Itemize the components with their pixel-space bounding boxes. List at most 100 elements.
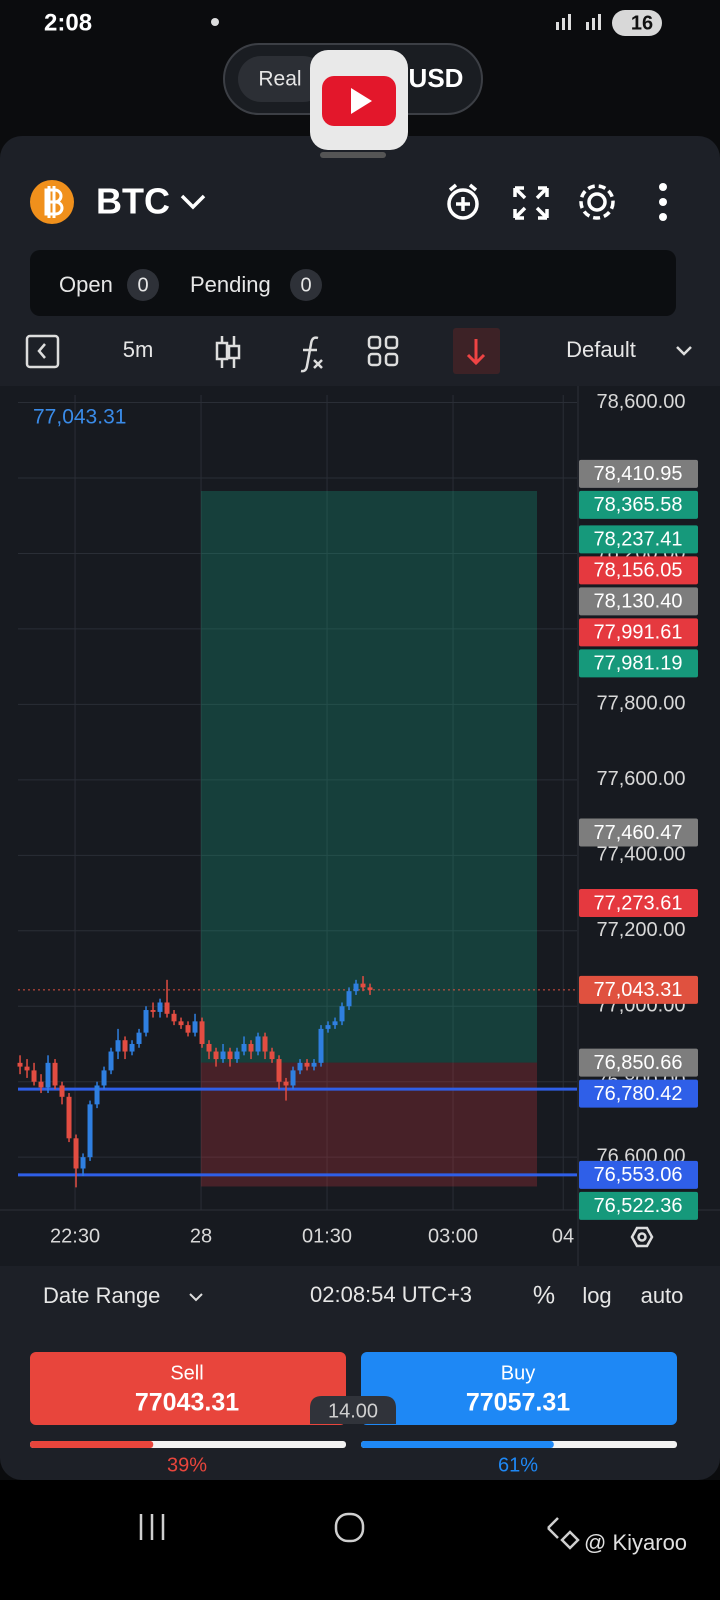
- candle-body: [192, 1021, 198, 1033]
- candle-body: [185, 1025, 191, 1033]
- sell-button[interactable]: [30, 1352, 346, 1425]
- candle-body: [115, 1040, 121, 1052]
- price-tag: [579, 889, 698, 918]
- sell-price: 77043.31: [135, 1389, 239, 1417]
- candle-body: [360, 983, 366, 988]
- clock: 02:08:54 UTC+3: [310, 1282, 472, 1307]
- orders-box: [30, 250, 676, 316]
- candle-body: [38, 1081, 44, 1088]
- interval[interactable]: 5m: [123, 337, 154, 362]
- price-tag: [579, 975, 698, 1004]
- price-tag: [579, 1191, 698, 1220]
- candle-body: [318, 1028, 324, 1063]
- price-tag: [579, 1079, 698, 1108]
- nav-buttons[interactable]: [139, 1512, 580, 1550]
- menu-dots[interactable]: [659, 183, 667, 221]
- symbol[interactable]: BTC: [96, 181, 170, 222]
- spread-badge: [310, 1396, 396, 1424]
- candle-body: [367, 987, 373, 990]
- log-toggle[interactable]: log: [582, 1283, 611, 1308]
- x-tick-label: 22:30: [50, 1225, 100, 1247]
- y-tick-label: 77,600.00: [597, 768, 686, 790]
- candle-body: [199, 1021, 205, 1044]
- price-tag: [579, 490, 698, 519]
- candle-body: [283, 1081, 289, 1086]
- price-tag: [579, 618, 698, 647]
- symbol-chevron[interactable]: [180, 194, 206, 210]
- x-tick-label: 03:00: [428, 1225, 478, 1247]
- price-tag-label: 76,780.42: [594, 1083, 683, 1105]
- candle-body: [122, 1040, 128, 1052]
- candle-body: [108, 1051, 114, 1071]
- buy-label: Buy: [501, 1362, 535, 1384]
- price-axis: 78,600.0078,400.0078,200.0078,000.0077,8…: [50, 391, 698, 1247]
- price-tag: [579, 1048, 698, 1077]
- price-tag-label: 78,237.41: [594, 529, 683, 551]
- buy-price: 77057.31: [466, 1389, 570, 1417]
- spread: 14.00: [328, 1400, 378, 1422]
- candle-body: [101, 1070, 107, 1086]
- candle-body: [31, 1070, 37, 1082]
- candle-body: [325, 1025, 331, 1029]
- toolbar-icons[interactable]: [25, 334, 692, 373]
- open-label[interactable]: Open: [59, 272, 113, 297]
- take-profit-zone: [201, 490, 537, 1063]
- price-tag: [579, 587, 698, 616]
- status-time: 2:08: [44, 9, 92, 36]
- x-tick-label: 04: [552, 1225, 574, 1247]
- candle-body: [290, 1070, 296, 1086]
- candle-body: [178, 1021, 184, 1026]
- badge: [290, 269, 322, 301]
- date-range[interactable]: Date Range: [43, 1283, 160, 1308]
- chart-layout[interactable]: Default: [566, 337, 636, 362]
- candle-body: [227, 1051, 233, 1060]
- youtube-bubble[interactable]: [310, 50, 408, 158]
- candle-body: [157, 1002, 163, 1012]
- chart-settings[interactable]: [630, 1226, 654, 1248]
- y-tick-label: 77,200.00: [597, 919, 686, 941]
- candle-body: [311, 1062, 317, 1067]
- candle-body: [297, 1062, 303, 1071]
- pending-count: 0: [300, 274, 311, 296]
- candle-body: [150, 1010, 156, 1012]
- candle-body: [234, 1051, 240, 1060]
- price-tag-label: 77,991.61: [594, 622, 683, 644]
- plot: [17, 976, 577, 1188]
- auto-toggle[interactable]: auto: [641, 1283, 684, 1308]
- price-tag-label: 76,522.36: [594, 1195, 683, 1217]
- candle-body: [248, 1043, 254, 1052]
- crosshair-label: 77,043.31: [33, 406, 126, 429]
- watermark: @ Kiyaroo: [584, 1530, 687, 1555]
- buy-button[interactable]: [361, 1352, 677, 1425]
- candle-body: [171, 1013, 177, 1022]
- price-tag-label: 77,273.61: [594, 892, 683, 914]
- chart-settings-dot: [637, 1232, 647, 1242]
- price-tag: [579, 1160, 698, 1189]
- percent-toggle[interactable]: %: [533, 1282, 555, 1310]
- header-icons[interactable]: [447, 183, 615, 220]
- sell-bar: [30, 1441, 154, 1448]
- price-tag-label: 76,850.66: [594, 1052, 683, 1074]
- signal-icons: [211, 14, 601, 30]
- candle-body: [45, 1062, 51, 1088]
- pending-label[interactable]: Pending: [190, 272, 271, 297]
- account-mode-pill: [238, 56, 326, 102]
- account-mode: Real: [258, 68, 301, 91]
- battery: [612, 10, 662, 36]
- btc-glyph: [44, 186, 64, 218]
- candle-body: [220, 1051, 226, 1060]
- price-tag-label: 78,156.05: [594, 560, 683, 582]
- sentiment: 39% 61%: [30, 1441, 677, 1476]
- candle-body: [129, 1043, 135, 1052]
- candle-body: [276, 1059, 282, 1082]
- price-tag-label: 76,553.06: [594, 1164, 683, 1186]
- position-zones: [201, 490, 537, 1187]
- x-tick-label: 01:30: [302, 1225, 352, 1247]
- badge: [127, 269, 159, 301]
- candle-body: [164, 1002, 170, 1014]
- candle-body: [255, 1036, 261, 1052]
- price-tag: [579, 818, 698, 847]
- candle-body: [73, 1138, 79, 1169]
- grid: [18, 395, 577, 1210]
